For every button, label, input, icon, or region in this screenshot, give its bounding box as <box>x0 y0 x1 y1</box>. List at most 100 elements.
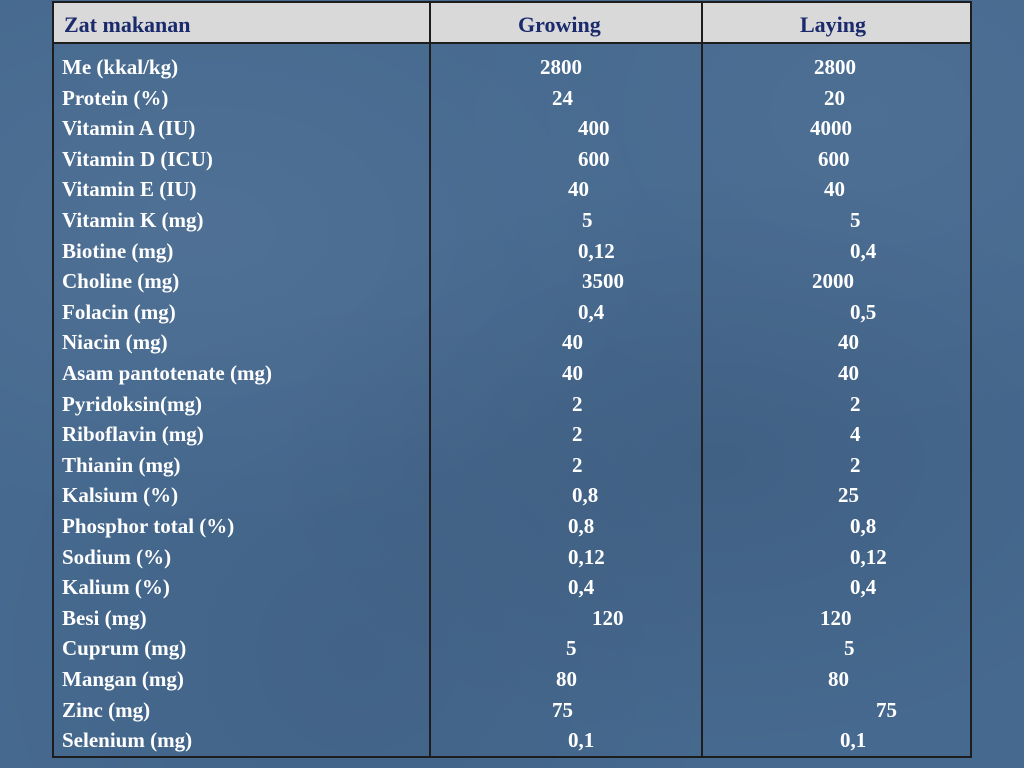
laying-value: 80 <box>828 667 849 691</box>
table-row: Vitamin E (IU) 40 40 <box>54 174 970 205</box>
table-row: Thianin (mg) 2 2 <box>54 450 970 481</box>
nutrient-name: Kalium (%) <box>62 575 170 600</box>
growing-value: 5 <box>582 208 593 232</box>
nutrient-name: Riboflavin (mg) <box>62 422 204 447</box>
table-row: Cuprum (mg) 5 5 <box>54 633 970 664</box>
growing-value: 80 <box>556 667 577 691</box>
table-row: Asam pantotenate (mg) 40 40 <box>54 358 970 389</box>
table-row: Besi (mg) 120 120 <box>54 603 970 634</box>
table-row: Niacin (mg) 40 40 <box>54 327 970 358</box>
table-row: Phosphor total (%) 0,8 0,8 <box>54 511 970 542</box>
nutrient-name: Pyridoksin(mg) <box>62 391 203 416</box>
table-row: Me (kkal/kg) 2800 2800 <box>54 52 970 83</box>
laying-value: 20 <box>824 85 845 110</box>
header-zat-makanan: Zat makanan <box>64 12 191 37</box>
table-row: Riboflavin (mg) 2 4 <box>54 419 970 450</box>
header-growing: Growing <box>518 12 601 37</box>
laying-value: 2 <box>850 391 861 416</box>
table-row: Kalium (%) 0,4 0,4 <box>54 572 970 603</box>
nutrient-name: Besi (mg) <box>62 605 147 630</box>
laying-value: 0,4 <box>850 238 877 263</box>
laying-value: 5 <box>850 208 861 232</box>
table-row: Pyridoksin(mg) 2 2 <box>54 389 970 420</box>
nutrient-name: Me (kkal/kg) <box>62 55 179 79</box>
growing-value: 3500 <box>582 269 624 294</box>
nutrient-name: Vitamin K (mg) <box>62 208 204 232</box>
growing-value: 0,8 <box>572 483 599 508</box>
nutrient-name: Cuprum (mg) <box>62 636 187 661</box>
nutrient-name: Zinc (mg) <box>62 697 151 722</box>
laying-value: 2000 <box>812 269 854 294</box>
laying-value: 2800 <box>814 55 856 79</box>
laying-value: 40 <box>838 330 859 355</box>
nutrient-table: Zat makanan Growing Laying Me (kkal/kg) 2… <box>52 1 972 758</box>
growing-value: 75 <box>552 697 573 722</box>
table-row: Vitamin A (IU) 400 4000 <box>54 113 970 144</box>
nutrient-name: Phosphor total (%) <box>62 514 235 538</box>
growing-value: 2 <box>572 452 583 477</box>
nutrient-name: Vitamin E (IU) <box>62 177 197 202</box>
growing-value: 0,1 <box>568 728 595 753</box>
nutrient-name: Selenium (mg) <box>62 728 193 753</box>
nutrient-name: Niacin (mg) <box>62 330 168 355</box>
nutrient-name: Biotine (mg) <box>62 238 174 263</box>
growing-value: 600 <box>578 146 610 171</box>
growing-value: 5 <box>566 636 577 661</box>
nutrient-name: Sodium (%) <box>62 544 172 569</box>
table-row: Kalsium (%) 0,8 25 <box>54 480 970 511</box>
table-row: Selenium (mg) 0,1 0,1 <box>54 725 970 756</box>
laying-value: 40 <box>838 361 859 385</box>
growing-value: 0,8 <box>568 514 595 538</box>
table-header: Zat makanan Growing Laying <box>54 3 970 44</box>
table-row: Vitamin D (ICU) 600 600 <box>54 144 970 175</box>
nutrient-name: Protein (%) <box>62 85 169 110</box>
laying-value: 25 <box>838 483 859 508</box>
nutrient-name: Vitamin A (IU) <box>62 116 196 141</box>
nutrient-name: Thianin (mg) <box>62 452 181 477</box>
column-divider <box>701 3 703 756</box>
growing-value: 2800 <box>540 55 582 79</box>
table-row: Choline (mg) 3500 2000 <box>54 266 970 297</box>
growing-value: 0,4 <box>568 575 595 600</box>
growing-value: 120 <box>592 605 624 630</box>
nutrient-name: Mangan (mg) <box>62 667 184 691</box>
laying-value: 120 <box>820 605 852 630</box>
growing-value: 40 <box>562 330 583 355</box>
growing-value: 0,12 <box>568 544 605 569</box>
laying-value: 0,4 <box>850 575 877 600</box>
laying-value: 4 <box>850 422 861 447</box>
growing-value: 0,4 <box>578 299 605 324</box>
nutrient-name: Kalsium (%) <box>62 483 179 508</box>
laying-value: 4000 <box>810 116 852 141</box>
nutrient-name: Asam pantotenate (mg) <box>62 361 272 385</box>
column-divider <box>429 3 431 756</box>
laying-value: 0,8 <box>850 514 877 538</box>
table-row: Sodium (%) 0,12 0,12 <box>54 542 970 573</box>
laying-value: 40 <box>824 177 845 202</box>
laying-value: 0,5 <box>850 299 877 324</box>
table-row: Protein (%) 24 20 <box>54 83 970 114</box>
header-laying: Laying <box>800 12 867 37</box>
table-row: Biotine (mg) 0,12 0,4 <box>54 236 970 267</box>
table-row: Zinc (mg) 75 75 <box>54 695 970 726</box>
growing-value: 0,12 <box>578 238 615 263</box>
growing-value: 400 <box>578 116 610 141</box>
laying-value: 2 <box>850 452 861 477</box>
laying-value: 0,1 <box>840 728 867 753</box>
table-row: Vitamin K (mg) 5 5 <box>54 205 970 236</box>
growing-value: 2 <box>572 422 583 447</box>
growing-value: 24 <box>552 85 573 110</box>
table-row: Mangan (mg) 80 80 <box>54 664 970 695</box>
laying-value: 5 <box>844 636 855 661</box>
growing-value: 2 <box>572 391 583 416</box>
growing-value: 40 <box>562 361 583 385</box>
table-row: Folacin (mg) 0,4 0,5 <box>54 297 970 328</box>
nutrient-name: Choline (mg) <box>62 269 180 294</box>
laying-value: 75 <box>876 697 897 722</box>
laying-value: 600 <box>818 146 850 171</box>
laying-value: 0,12 <box>850 544 887 569</box>
growing-value: 40 <box>568 177 589 202</box>
nutrient-name: Vitamin D (ICU) <box>62 146 213 171</box>
nutrient-name: Folacin (mg) <box>62 299 176 324</box>
